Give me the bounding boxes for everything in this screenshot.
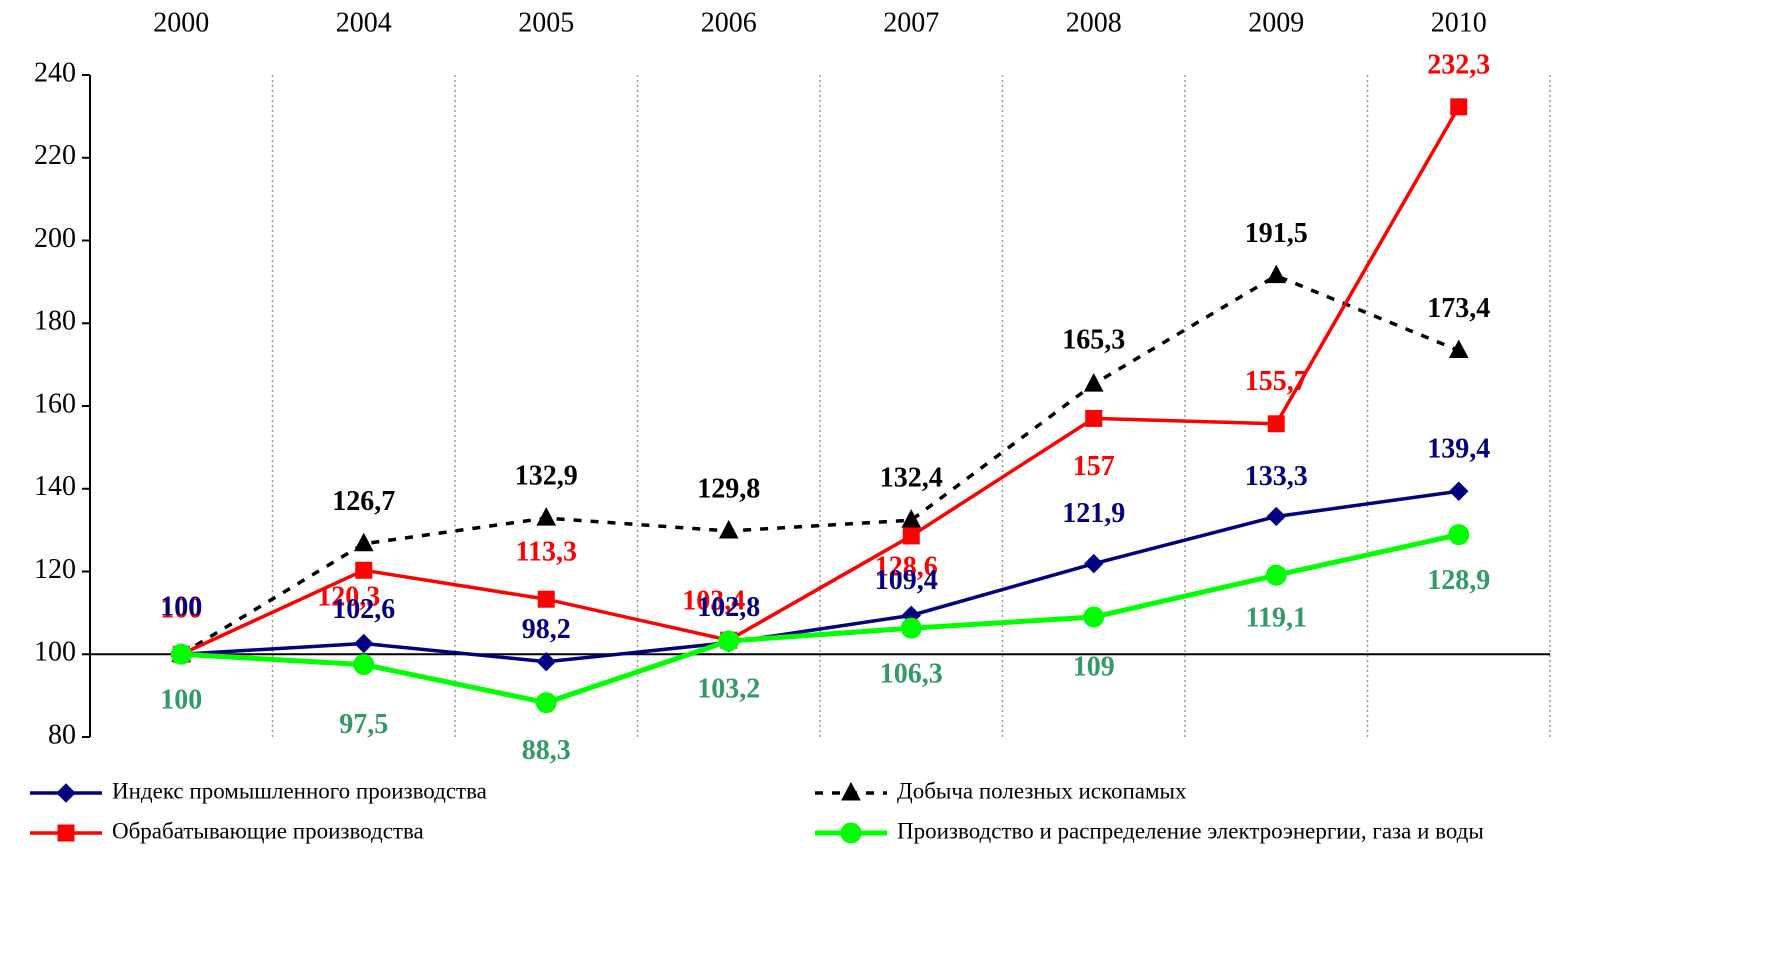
data-label: 98,2 [522,614,571,645]
marker [718,630,740,652]
marker [1266,264,1287,284]
y-tick-label: 80 [48,719,76,750]
line [180,105,1461,656]
marker [354,633,374,654]
x-tick-label: 2004 [336,7,392,38]
marker [840,822,862,844]
marker [1084,553,1104,574]
marker [1448,524,1470,546]
y-tick-label: 180 [34,306,76,337]
marker [1448,339,1469,359]
data-label: 102,6 [332,594,395,625]
data-label: 173,4 [1427,293,1490,324]
data-label: 88,3 [522,735,571,766]
legend-label: Индекс промышленного производства [112,778,487,803]
marker [353,654,375,676]
y-tick-label: 100 [34,637,76,668]
data-label: 132,4 [880,463,943,494]
y-tick-label: 200 [34,223,76,254]
x-tick-label: 2007 [883,7,939,38]
data-label: 129,8 [697,473,760,504]
data-label: 157 [1073,451,1115,482]
marker [56,783,76,803]
marker [902,527,920,545]
legend-label: Обрабатывающие производства [112,818,424,843]
data-label: 126,7 [332,486,395,517]
data-label: 191,5 [1245,218,1308,249]
legend-label: Добыча полезных ископамых [897,778,1187,803]
data-label: 100 [160,594,202,625]
x-tick-label: 2006 [701,7,757,38]
y-tick-label: 160 [34,388,76,419]
y-tick-label: 140 [34,471,76,502]
data-label: 232,3 [1427,49,1490,80]
x-tick-label: 2000 [153,7,209,38]
marker [1083,373,1104,392]
marker [536,507,557,526]
data-label: 103,4 [682,586,745,617]
data-label: 100 [160,685,202,716]
marker [1085,409,1103,427]
data-label: 113,3 [516,537,577,568]
data-label: 165,3 [1062,324,1125,355]
line [181,489,1459,664]
marker [1449,481,1469,501]
marker [1266,506,1286,527]
x-tick-label: 2010 [1431,7,1487,38]
x-tick-label: 2009 [1248,7,1304,38]
data-label: 106,3 [880,659,943,690]
x-tick-label: 2008 [1066,7,1122,38]
marker [170,643,192,665]
marker [900,617,922,639]
data-label: 155,7 [1245,366,1308,397]
data-label: 121,9 [1062,498,1125,529]
y-tick-label: 120 [34,554,76,585]
marker [57,824,75,842]
data-label: 103,2 [697,673,760,704]
marker [355,561,373,579]
y-tick-label: 240 [34,57,76,88]
marker [1267,415,1285,433]
data-label: 97,5 [339,709,388,740]
data-label: 128,9 [1427,565,1490,596]
data-label: 132,9 [515,461,578,492]
x-tick-label: 2005 [518,7,574,38]
y-tick-label: 220 [34,140,76,171]
marker [537,590,555,608]
line [181,532,1460,706]
data-label: 119,1 [1246,603,1307,634]
marker [718,519,739,539]
marker [901,509,922,528]
marker [1083,606,1105,628]
marker [353,532,374,552]
data-label: 139,4 [1427,434,1490,465]
marker [536,651,556,672]
data-label: 109,4 [875,565,938,596]
data-label: 102,8 [697,592,760,623]
marker [841,781,861,801]
data-label: 120,3 [317,582,380,613]
marker [535,692,557,714]
data-label: 109 [1073,651,1115,682]
data-label: 133,3 [1245,461,1308,492]
data-label: 100 [160,592,202,623]
marker [1450,98,1468,116]
legend-label: Производство и распределение электроэнер… [897,818,1484,843]
data-label: 128,6 [875,551,938,582]
marker [1265,564,1287,586]
line [180,273,1460,656]
series [170,524,1470,714]
